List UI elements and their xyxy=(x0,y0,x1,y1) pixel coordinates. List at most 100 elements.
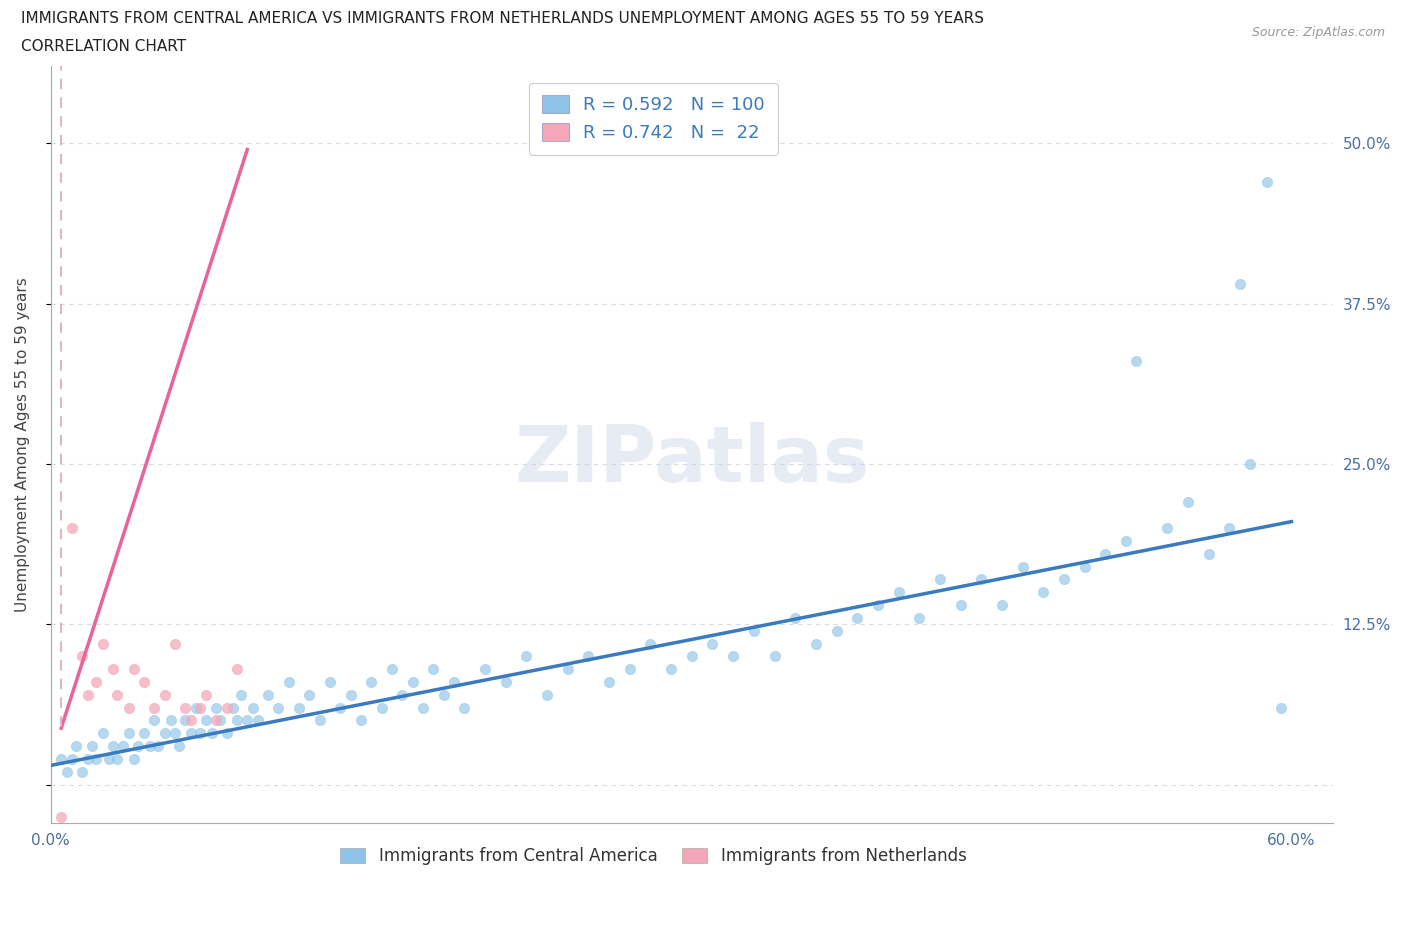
Point xyxy=(159,713,181,728)
Point xyxy=(1198,546,1220,561)
Point xyxy=(742,623,765,638)
Point xyxy=(1239,457,1261,472)
Point xyxy=(101,662,124,677)
Point xyxy=(825,623,848,638)
Point xyxy=(402,674,425,689)
Point xyxy=(77,687,100,702)
Point xyxy=(180,713,202,728)
Point xyxy=(132,674,155,689)
Point xyxy=(194,687,217,702)
Point xyxy=(1073,559,1095,574)
Point xyxy=(153,726,176,741)
Point xyxy=(105,751,128,766)
Point xyxy=(242,700,264,715)
Point xyxy=(201,726,224,741)
Point xyxy=(174,700,197,715)
Point xyxy=(360,674,382,689)
Point xyxy=(215,700,238,715)
Point xyxy=(143,700,166,715)
Point xyxy=(991,598,1014,613)
Point xyxy=(118,700,141,715)
Point xyxy=(86,674,108,689)
Point xyxy=(949,598,972,613)
Text: ZIPatlas: ZIPatlas xyxy=(515,422,869,498)
Point xyxy=(288,700,311,715)
Point xyxy=(443,674,465,689)
Point xyxy=(148,738,170,753)
Point xyxy=(1094,546,1116,561)
Point xyxy=(226,713,249,728)
Point xyxy=(391,687,413,702)
Point xyxy=(846,610,869,625)
Point xyxy=(82,738,104,753)
Point xyxy=(139,738,162,753)
Point xyxy=(97,751,120,766)
Point xyxy=(1011,559,1033,574)
Point xyxy=(866,598,889,613)
Point xyxy=(77,751,100,766)
Point xyxy=(257,687,280,702)
Point xyxy=(1177,495,1199,510)
Point xyxy=(132,726,155,741)
Point xyxy=(163,636,186,651)
Point xyxy=(763,649,786,664)
Point xyxy=(1270,700,1292,715)
Point xyxy=(143,713,166,728)
Point xyxy=(229,687,252,702)
Point xyxy=(557,662,579,677)
Point xyxy=(215,726,238,741)
Point xyxy=(1125,353,1147,368)
Point xyxy=(101,738,124,753)
Point xyxy=(308,713,330,728)
Y-axis label: Unemployment Among Ages 55 to 59 years: Unemployment Among Ages 55 to 59 years xyxy=(15,277,30,612)
Point xyxy=(51,751,73,766)
Point xyxy=(51,809,73,824)
Point xyxy=(350,713,373,728)
Text: IMMIGRANTS FROM CENTRAL AMERICA VS IMMIGRANTS FROM NETHERLANDS UNEMPLOYMENT AMON: IMMIGRANTS FROM CENTRAL AMERICA VS IMMIG… xyxy=(21,11,984,26)
Point xyxy=(887,585,910,600)
Point xyxy=(184,700,207,715)
Text: CORRELATION CHART: CORRELATION CHART xyxy=(21,39,186,54)
Point xyxy=(60,751,83,766)
Point xyxy=(86,751,108,766)
Point xyxy=(721,649,744,664)
Point xyxy=(1053,572,1076,587)
Point xyxy=(188,700,211,715)
Point xyxy=(188,726,211,741)
Point xyxy=(1156,521,1178,536)
Point xyxy=(681,649,703,664)
Point xyxy=(60,521,83,536)
Point xyxy=(122,662,145,677)
Point xyxy=(339,687,361,702)
Point xyxy=(127,738,149,753)
Point xyxy=(970,572,993,587)
Point xyxy=(246,713,269,728)
Point xyxy=(433,687,456,702)
Legend: Immigrants from Central America, Immigrants from Netherlands: Immigrants from Central America, Immigra… xyxy=(333,840,973,871)
Point xyxy=(515,649,537,664)
Point xyxy=(70,649,93,664)
Point xyxy=(112,738,135,753)
Point xyxy=(298,687,321,702)
Point xyxy=(91,636,114,651)
Point xyxy=(1229,277,1251,292)
Point xyxy=(122,751,145,766)
Point xyxy=(804,636,827,651)
Point xyxy=(319,674,342,689)
Point xyxy=(236,713,259,728)
Point xyxy=(167,738,190,753)
Point xyxy=(1218,521,1240,536)
Point xyxy=(598,674,620,689)
Point xyxy=(640,636,662,651)
Point xyxy=(70,764,93,779)
Point xyxy=(180,726,202,741)
Point xyxy=(412,700,434,715)
Point xyxy=(56,764,79,779)
Point xyxy=(277,674,299,689)
Point xyxy=(118,726,141,741)
Point xyxy=(536,687,558,702)
Point xyxy=(474,662,496,677)
Point xyxy=(222,700,245,715)
Point xyxy=(91,726,114,741)
Point xyxy=(105,687,128,702)
